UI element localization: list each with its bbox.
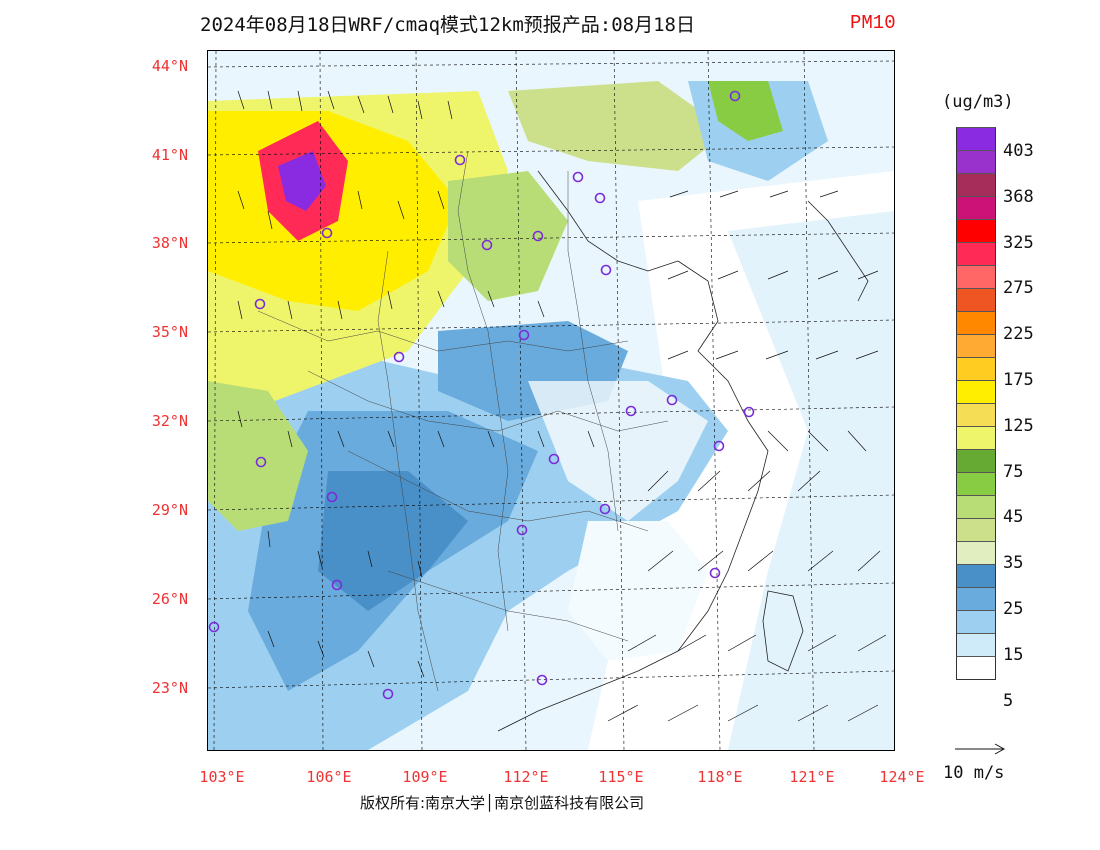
colorbar-segment xyxy=(956,288,996,311)
colorbar-tick-label: 5 xyxy=(1003,690,1014,711)
green-northeast xyxy=(708,81,783,141)
green-north xyxy=(508,81,728,171)
colorbar-tick-label: 35 xyxy=(1003,553,1024,574)
colorbar-tick-label: 75 xyxy=(1003,461,1024,482)
colorbar-segment xyxy=(956,541,996,564)
lat-label-35: 35°N xyxy=(151,323,188,341)
colorbar-segment xyxy=(956,173,996,196)
map-canvas xyxy=(208,51,894,750)
concentration-map xyxy=(207,50,895,751)
white-southeast xyxy=(568,521,708,661)
lon-label-118: 118°E xyxy=(697,768,743,786)
green-center xyxy=(448,171,568,301)
colorbar-tick-label: 45 xyxy=(1003,507,1024,528)
colorbar-segment xyxy=(956,587,996,610)
lon-label-109: 109°E xyxy=(402,768,448,786)
colorbar-segment xyxy=(956,219,996,242)
colorbar-tick-label: 275 xyxy=(1003,278,1034,299)
colorbar-tick-label: 368 xyxy=(1003,186,1034,207)
lon-label-124: 124°E xyxy=(879,768,925,786)
colorbar-tick-label: 25 xyxy=(1003,599,1024,619)
colorbar-segment xyxy=(956,610,996,633)
lat-label-26: 26°N xyxy=(151,590,188,608)
lat-label-44: 44°N xyxy=(151,57,188,75)
copyright-text: 版权所有:南京大学│南京创蓝科技有限公司 xyxy=(360,794,645,812)
colorbar-tick-label: 175 xyxy=(1003,370,1034,390)
wind-reference-label: 10 m/s xyxy=(943,763,1005,783)
colorbar-tick-label: 325 xyxy=(1003,232,1034,253)
colorbar-segment xyxy=(956,518,996,541)
colorbar-segment xyxy=(956,127,996,150)
green-west xyxy=(208,381,308,531)
colorbar-segment xyxy=(956,196,996,219)
lon-label-112: 112°E xyxy=(503,768,549,786)
colorbar-tick-label: 15 xyxy=(1003,644,1024,665)
colorbar-tick-label: 125 xyxy=(1003,415,1034,436)
colorbar-segment xyxy=(956,564,996,587)
lat-label-41: 41°N xyxy=(151,146,188,164)
graticule xyxy=(208,51,894,750)
colorbar-segment xyxy=(956,242,996,265)
colorbar-segment xyxy=(956,265,996,288)
colorbar-segment xyxy=(956,403,996,426)
colorbar-segment xyxy=(956,311,996,334)
colorbar-unit: (ug/m3) xyxy=(942,92,1014,112)
colorbar-segment xyxy=(956,357,996,380)
colorbar-tick-label: 403 xyxy=(1003,141,1034,161)
lon-label-103: 103°E xyxy=(199,768,245,786)
colorbar-segment xyxy=(956,150,996,173)
purple-core xyxy=(278,151,326,211)
lon-label-106: 106°E xyxy=(306,768,352,786)
province-borders xyxy=(257,150,669,692)
lon-label-115: 115°E xyxy=(598,768,644,786)
map-title: 2024年08月18日WRF/cmaq模式12km预报产品:08月18日 xyxy=(200,14,695,36)
colorbar-segment xyxy=(956,426,996,449)
pollutant-label: PM10 xyxy=(850,12,896,34)
lat-label-32: 32°N xyxy=(151,412,188,430)
colorbar-segment xyxy=(956,334,996,357)
colorbar xyxy=(956,127,996,680)
city-markers xyxy=(208,90,755,700)
lat-label-29: 29°N xyxy=(151,501,188,519)
lat-label-38: 38°N xyxy=(151,234,188,252)
wind-vectors xyxy=(237,90,887,722)
colorbar-segment xyxy=(956,495,996,518)
lat-label-23: 23°N xyxy=(151,679,188,697)
colorbar-tick-label: 225 xyxy=(1003,324,1034,345)
coastline xyxy=(497,170,869,732)
blue-dark xyxy=(318,471,468,611)
colorbar-segment xyxy=(956,633,996,656)
colorbar-segment xyxy=(956,656,996,680)
wind-reference-arrow xyxy=(955,743,1006,755)
lon-label-121: 121°E xyxy=(789,768,835,786)
colorbar-segment xyxy=(956,472,996,495)
colorbar-segment xyxy=(956,380,996,403)
sea-shade xyxy=(728,211,894,750)
colorbar-segment xyxy=(956,449,996,472)
